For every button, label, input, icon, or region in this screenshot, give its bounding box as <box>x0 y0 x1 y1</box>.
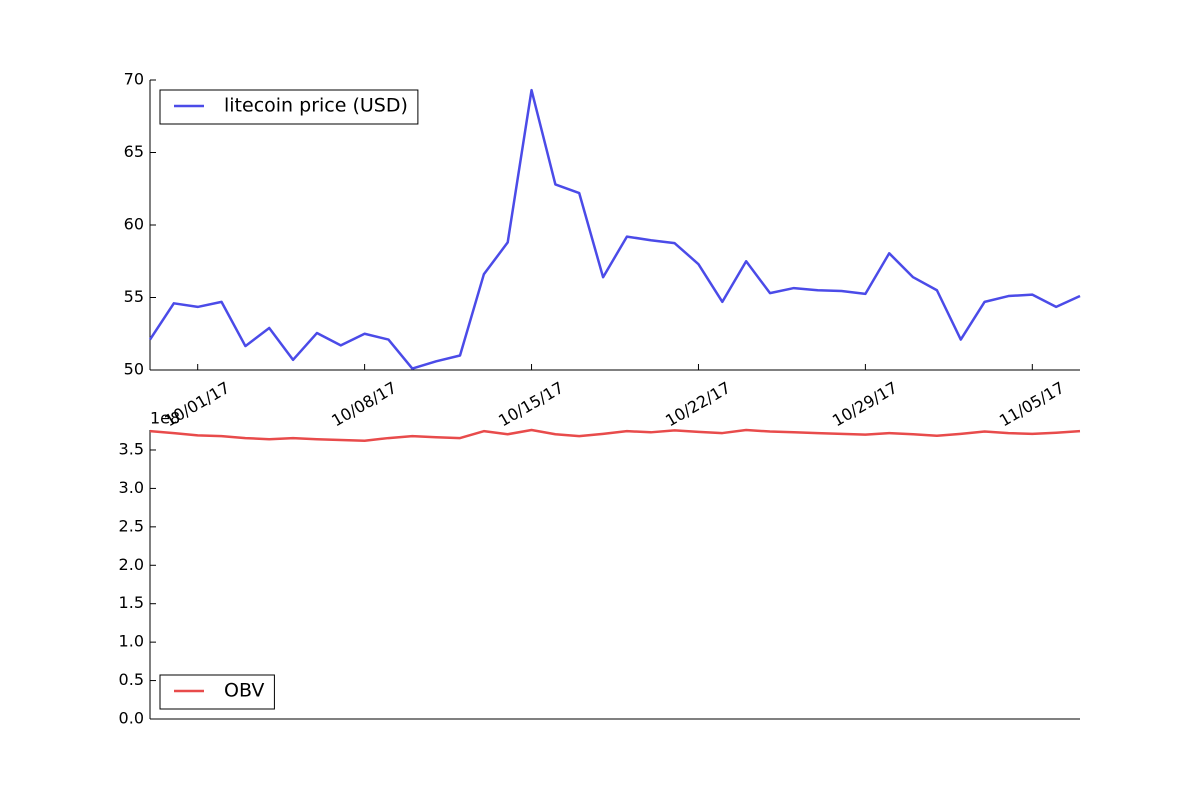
y-tick-label: 2.5 <box>119 516 144 535</box>
y-tick-label: 1.5 <box>119 593 144 612</box>
y-tick-label: 0.5 <box>119 670 144 689</box>
y-offset-label: 1e8 <box>150 409 180 428</box>
legend-label: litecoin price (USD) <box>224 95 408 117</box>
y-tick-label: 3.5 <box>119 439 144 458</box>
x-tick-label: 10/08/17 <box>328 378 400 430</box>
data-line <box>148 88 1081 370</box>
y-tick-label: 1.0 <box>119 632 144 651</box>
data-line <box>149 428 1081 443</box>
x-tick-label: 11/05/17 <box>996 378 1068 430</box>
y-tick-label: 2.0 <box>119 555 144 574</box>
y-tick-label: 50 <box>124 360 144 379</box>
y-tick-label: 3.0 <box>119 478 144 497</box>
y-tick-label: 65 <box>124 142 144 161</box>
x-tick-label: 10/22/17 <box>662 378 734 430</box>
legend-label: OBV <box>224 680 264 702</box>
x-tick-label: 10/29/17 <box>829 378 901 430</box>
x-tick-label: 10/15/17 <box>495 378 567 430</box>
y-tick-label: 60 <box>124 215 144 234</box>
y-tick-label: 55 <box>124 287 144 306</box>
y-tick-label: 70 <box>124 70 144 89</box>
y-tick-label: 0.0 <box>119 709 144 728</box>
